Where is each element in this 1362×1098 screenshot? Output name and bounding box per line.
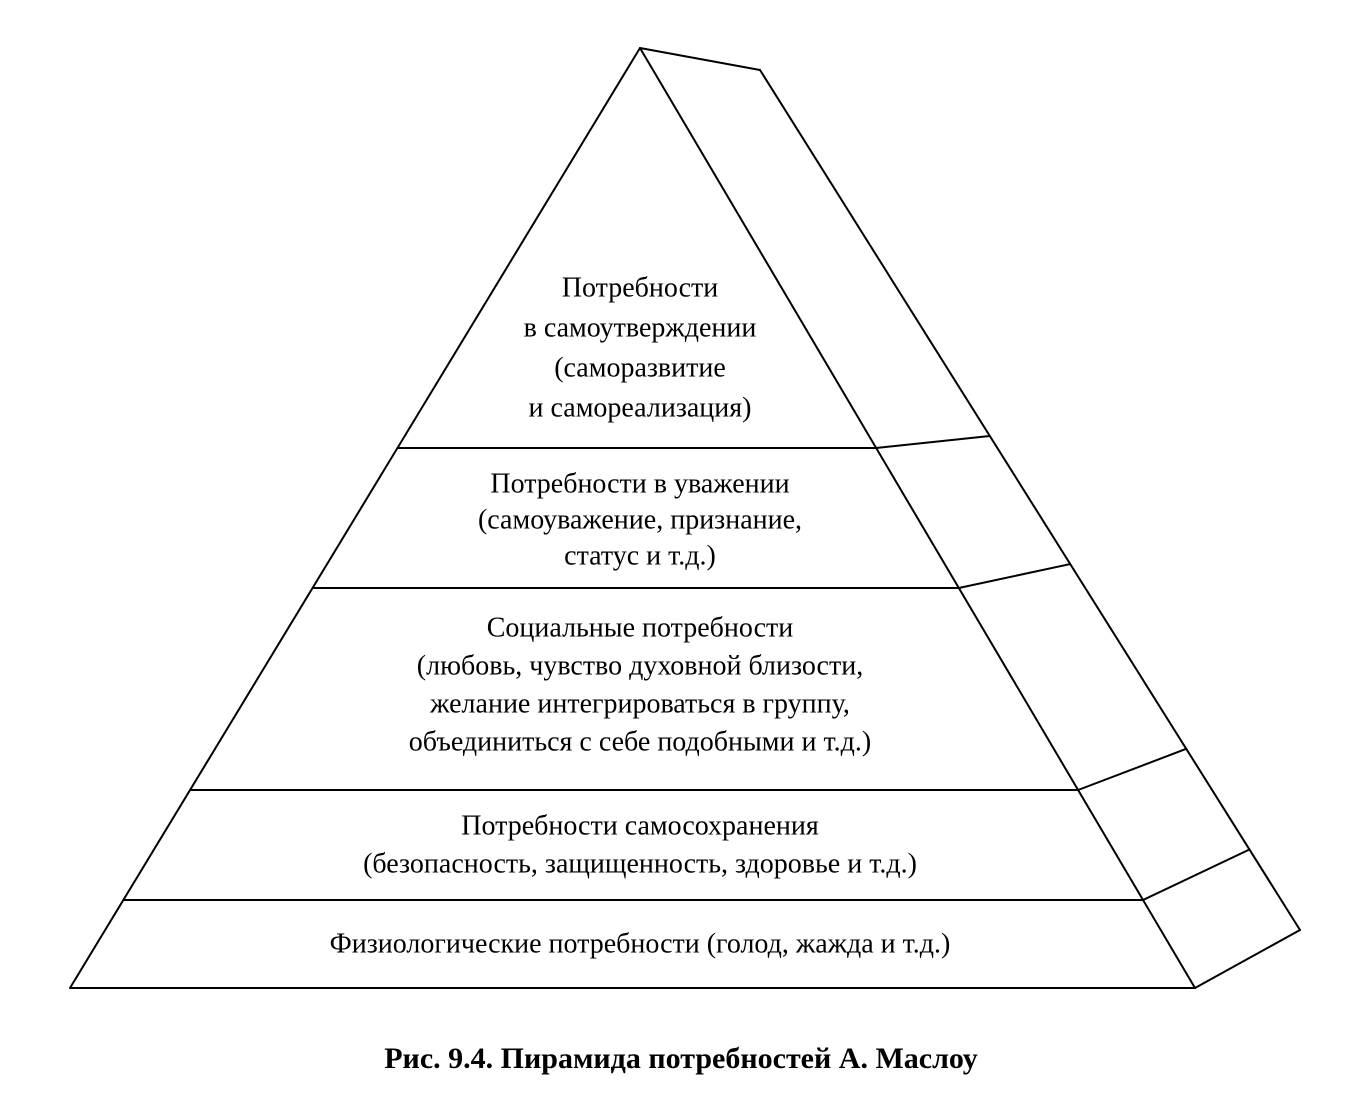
layer-side-edge-4 xyxy=(1143,849,1249,900)
layer-side-edge-1 xyxy=(876,436,990,448)
pyramid-back-right-edge xyxy=(760,70,1300,930)
pyramid-apex-back-edge xyxy=(640,48,760,70)
layer-label-self-actualization-line2: в самоутверждении xyxy=(524,312,757,343)
layer-label-social-line2: (любовь, чувство духовной близости, xyxy=(417,650,863,681)
layer-label-self-actualization-line3: (саморазвитие xyxy=(554,352,726,383)
layer-label-safety-line2: (безопасность, защищенность, здоровье и … xyxy=(363,848,917,879)
maslow-pyramid-diagram: Потребности в самоутверждении (саморазвити… xyxy=(0,0,1362,1098)
layer-label-self-actualization-line1: Потребности xyxy=(562,272,718,303)
layer-label-social-line4: объединиться с себе подобными и т.д.) xyxy=(409,726,871,757)
layer-label-social-line3: желание интегрироваться в группу, xyxy=(429,688,850,719)
layer-label-physiological-line1: Физиологические потребности (голод, жажд… xyxy=(330,928,951,959)
layer-label-esteem-line3: статус и т.д.) xyxy=(564,540,716,571)
layer-label-self-actualization-line4: и самореализация) xyxy=(529,392,752,423)
layer-side-edge-3 xyxy=(1078,749,1186,790)
layer-label-social-line1: Социальные потребности xyxy=(487,612,793,643)
layer-side-edge-2 xyxy=(959,564,1070,588)
layer-label-esteem-line1: Потребности в уважении xyxy=(490,468,789,499)
figure-caption: Рис. 9.4. Пирамида потребностей А. Масло… xyxy=(384,1042,978,1075)
pyramid-base-right-edge xyxy=(1195,930,1300,988)
layer-label-esteem-line2: (самоуважение, признание, xyxy=(478,504,802,535)
layer-label-safety-line1: Потребности самосохранения xyxy=(461,810,819,841)
